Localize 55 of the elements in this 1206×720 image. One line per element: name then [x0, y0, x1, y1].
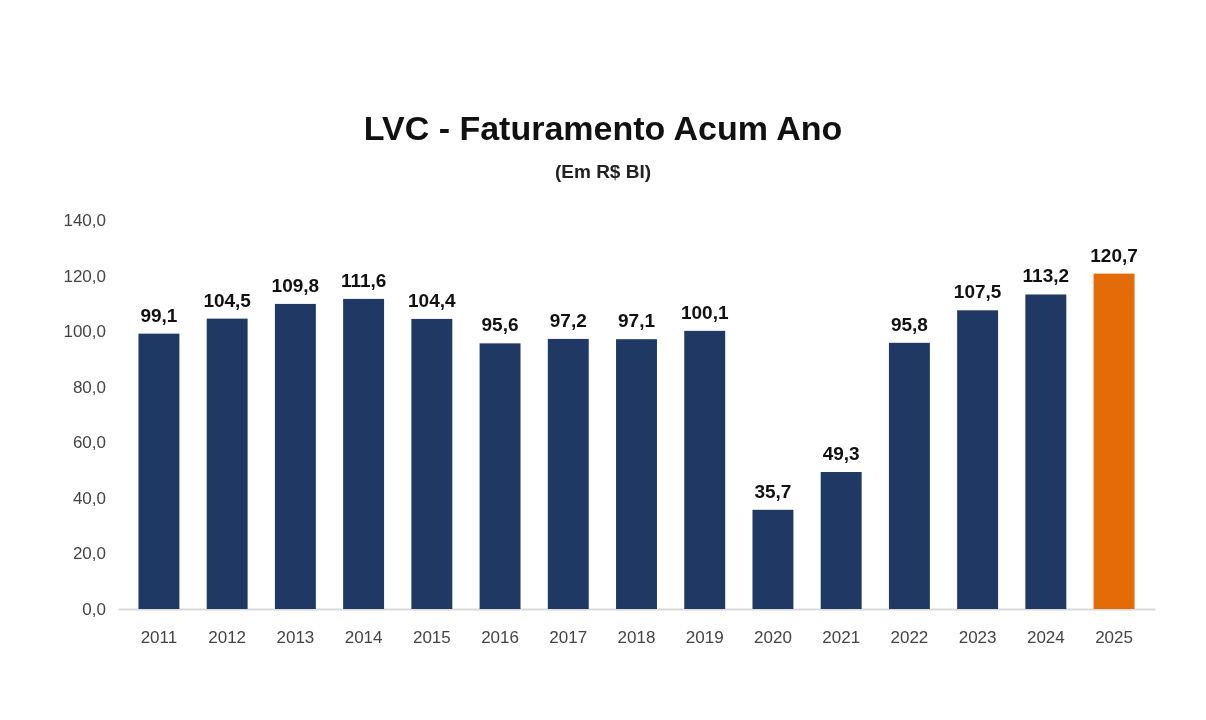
chart-subtitle: (Em R$ BI) — [554, 161, 652, 182]
data-label: 109,8 — [271, 274, 320, 296]
data-label: 97,1 — [618, 310, 656, 332]
data-label: 100,1 — [680, 301, 729, 323]
bar — [274, 303, 316, 609]
bar — [1093, 273, 1135, 609]
x-tick-label: 2022 — [890, 628, 929, 648]
x-tick-label: 2019 — [685, 628, 724, 648]
bar — [547, 338, 589, 609]
bar — [479, 343, 521, 609]
x-tick-label: 2014 — [344, 628, 383, 648]
bar — [616, 339, 657, 609]
data-label: 95,8 — [890, 313, 928, 335]
bar — [888, 342, 930, 609]
y-tick-label: 40,0 — [72, 488, 106, 508]
data-label: 97,2 — [549, 309, 587, 331]
bar — [206, 318, 248, 609]
data-label: 95,6 — [481, 314, 519, 336]
x-tick-label: 2025 — [1095, 628, 1133, 648]
x-tick-label: 2015 — [412, 628, 451, 648]
x-tick-label: 2023 — [958, 628, 997, 648]
bar — [343, 298, 385, 609]
bar — [1025, 294, 1067, 609]
data-label: 107,5 — [953, 281, 1002, 303]
x-tick-label: 2024 — [1026, 628, 1065, 648]
data-label: 104,5 — [203, 289, 252, 311]
y-tick-label: 120,0 — [63, 266, 106, 286]
x-tick-label: 2013 — [276, 628, 315, 648]
y-tick-label: 0,0 — [82, 599, 106, 619]
y-tick-label: 80,0 — [72, 377, 106, 397]
data-label: 49,3 — [822, 443, 860, 465]
x-tick-label: 2021 — [822, 628, 861, 648]
y-tick-label: 100,0 — [63, 322, 106, 342]
x-tick-label: 2020 — [754, 628, 792, 648]
data-label: 113,2 — [1022, 265, 1070, 287]
y-tick-label: 140,0 — [63, 210, 106, 230]
chart-title: LVC - Faturamento Acum Ano — [363, 109, 843, 147]
bar — [138, 333, 180, 609]
bar — [411, 318, 453, 609]
bar — [820, 472, 862, 609]
x-tick-label: 2011 — [140, 628, 178, 648]
x-tick-label: 2012 — [208, 628, 247, 648]
data-label: 104,4 — [408, 289, 457, 311]
bar — [957, 310, 999, 609]
bar — [684, 330, 726, 609]
data-label: 120,7 — [1090, 244, 1138, 266]
bar — [752, 509, 794, 609]
x-tick-label: 2018 — [617, 628, 656, 648]
y-tick-label: 60,0 — [72, 433, 106, 453]
data-label: 111,6 — [340, 269, 387, 291]
x-tick-label: 2016 — [481, 628, 519, 648]
x-tick-label: 2017 — [549, 628, 588, 648]
data-label: 99,1 — [140, 304, 178, 326]
y-tick-label: 20,0 — [72, 544, 106, 564]
data-label: 35,7 — [754, 480, 792, 502]
